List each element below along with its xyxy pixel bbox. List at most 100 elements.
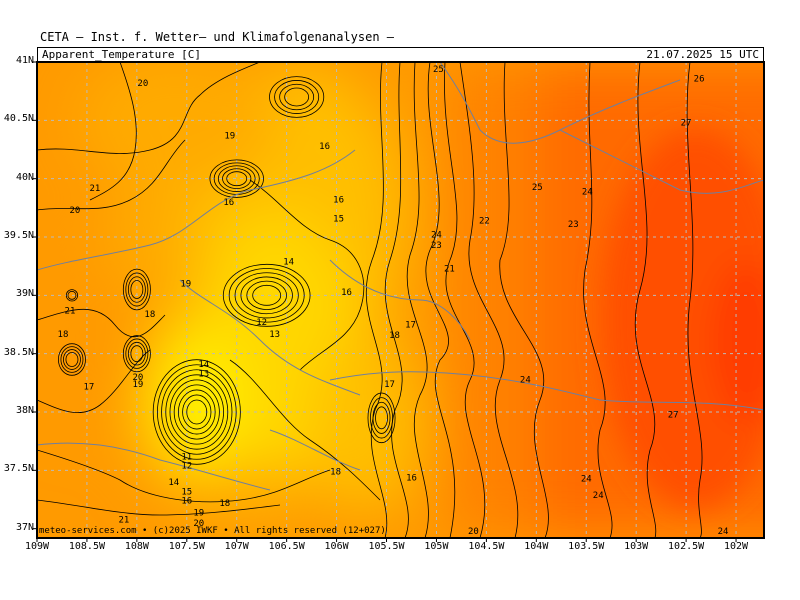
isotherm (406, 62, 429, 538)
lat-tick-label: 37.5N (3, 463, 34, 475)
isotherm (222, 263, 311, 327)
lon-tick-label: 103W (624, 541, 649, 552)
contour-label: 16 (333, 196, 344, 206)
map-frame (36, 61, 765, 539)
isotherm (634, 62, 657, 538)
isotherm (122, 335, 151, 373)
isotherm (130, 345, 144, 363)
isotherm (279, 83, 315, 111)
county-border (329, 259, 471, 341)
contour-label: 17 (405, 321, 416, 331)
isotherm (274, 80, 320, 114)
lat-tick-label: 37N (15, 521, 34, 533)
isotherm (249, 179, 364, 371)
isotherm (37, 449, 331, 503)
isotherm (499, 62, 549, 538)
isotherm (156, 364, 237, 460)
contour-label: 20 (468, 527, 479, 537)
lon-tick-label: 107W (224, 541, 249, 552)
isotherm (169, 379, 224, 445)
contour-label: 21 (118, 515, 129, 525)
contour-label: 12 (256, 318, 267, 328)
contour-label: 19 (132, 380, 143, 390)
temp-region-hot (601, 128, 764, 509)
isotherm (284, 87, 310, 107)
lon-tick-label: 102W (723, 541, 749, 552)
contour-label: 14 (168, 478, 179, 488)
contour-label: 16 (406, 473, 417, 483)
lat-tick-label: 38N (15, 405, 34, 416)
lon-tick-label: 106.5W (268, 541, 305, 552)
lon-tick-label: 102.5W (668, 541, 705, 552)
contour-label: 17 (84, 382, 95, 392)
isotherm (57, 343, 86, 376)
lat-tick-label: 39N (15, 288, 34, 300)
valid-time-label: 21.07.2025 15 UTC (646, 48, 759, 61)
lon-tick-label: 106W (324, 541, 349, 552)
isotherm (63, 349, 81, 370)
lon-tick-label: 105W (424, 541, 449, 552)
isotherm (217, 165, 256, 192)
county-border (269, 429, 361, 471)
contour-label: 23 (431, 241, 442, 251)
temp-region (37, 252, 147, 432)
temp-region-hottest (711, 262, 764, 422)
isotherm (173, 384, 220, 440)
contour-label: 20 (137, 79, 148, 89)
contour-label: 21 (89, 184, 100, 194)
isotherm (269, 76, 325, 118)
lat-lon-grid (37, 62, 764, 538)
isotherm (65, 352, 79, 367)
contour-label: 19 (180, 280, 191, 290)
isotherm (89, 62, 137, 201)
contour-label: 19 (193, 508, 204, 518)
lon-tick-label: 105.5W (368, 541, 405, 552)
isotherm (444, 62, 486, 538)
isotherm (37, 349, 151, 413)
contour-label: 15 (181, 487, 192, 497)
isotherm (65, 289, 79, 302)
contour-label: 26 (694, 74, 705, 84)
isotherm (222, 168, 252, 190)
isotherm (37, 62, 261, 154)
contour-label: 15 (333, 214, 344, 224)
contour-label: 18 (144, 310, 155, 320)
county-border (439, 62, 681, 144)
isotherm (130, 280, 144, 299)
isotherm (365, 62, 388, 538)
axis-ticks (33, 61, 737, 542)
county-borders (37, 62, 764, 491)
lon-tick-label: 103.5W (568, 541, 605, 552)
contour-label: 21 (65, 307, 76, 317)
lon-tick-label: 108W (124, 541, 149, 552)
contour-label: 20 (193, 519, 204, 529)
contour-label: 24 (582, 188, 593, 198)
contour-label: 25 (433, 65, 444, 75)
isotherm (229, 359, 381, 501)
contour-label: 24 (593, 491, 604, 501)
lon-tick-label: 108.5W (68, 541, 105, 552)
contour-label: 14 (198, 360, 209, 370)
isotherm (370, 397, 393, 439)
lon-tick-label: 107.5W (168, 541, 205, 552)
isotherm (37, 139, 186, 211)
contour-label: 25 (532, 183, 543, 193)
contour-label: 16 (223, 198, 234, 208)
lon-tick-label: 104W (524, 541, 549, 552)
contour-label: 24 (581, 475, 592, 485)
lon-tick-label: 104.5W (468, 541, 505, 552)
isotherm (240, 276, 293, 315)
parameter-label: Apparent_Temperature [C] (42, 48, 201, 61)
isotherm (252, 284, 282, 306)
contour-label: 21 (444, 265, 455, 275)
lat-tick-label: 39.5N (3, 230, 34, 241)
contour-label: 18 (389, 331, 400, 341)
isotherm (209, 159, 264, 198)
isotherm (425, 62, 456, 538)
map-info-bar: Apparent_Temperature [C] 21.07.2025 15 U… (37, 47, 764, 62)
isotherm (186, 399, 208, 425)
contour-label: 18 (330, 468, 341, 478)
contour-label: 11 (181, 452, 192, 462)
contour-label: 13 (269, 330, 280, 340)
